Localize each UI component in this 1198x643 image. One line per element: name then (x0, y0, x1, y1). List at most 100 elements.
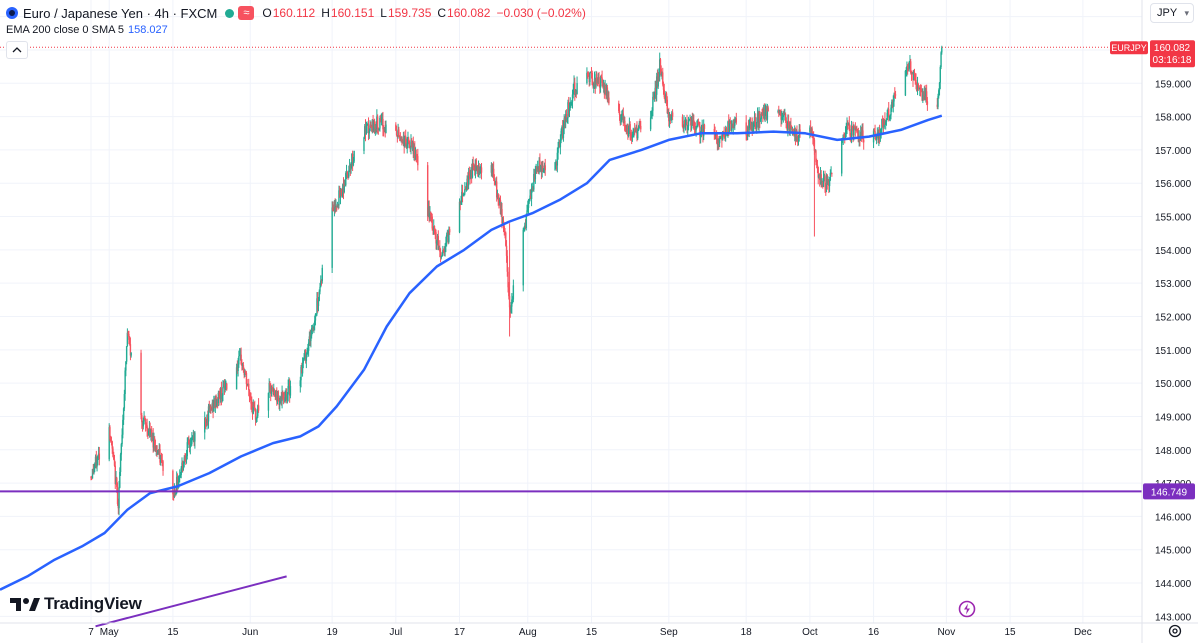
price-tick-label: 159.000 (1155, 79, 1192, 90)
candle-body (533, 173, 535, 190)
candle-body (284, 397, 286, 402)
low-label: L (380, 6, 387, 20)
candle-body (906, 65, 909, 68)
candle-body (495, 181, 498, 198)
collapse-legend-button[interactable] (6, 41, 28, 59)
currency-button[interactable]: JPY ▾ (1150, 3, 1194, 23)
candle-body (380, 119, 383, 123)
candle-body (925, 91, 927, 96)
candle-body (817, 166, 819, 178)
candle-body (586, 72, 588, 84)
candle-body (818, 175, 820, 178)
candle-body (811, 128, 813, 138)
candle-body (248, 383, 250, 390)
candle-body (846, 124, 848, 130)
candle-body (222, 386, 224, 396)
candle-body (719, 137, 722, 139)
candle-body (627, 125, 629, 137)
candle-body (556, 152, 559, 166)
indicator-legend[interactable]: EMA 200 close 0 SMA 5 158.027 (6, 24, 168, 36)
candle-body (144, 416, 146, 420)
candle-body (342, 184, 344, 198)
candle-body (663, 89, 665, 98)
price-tick-label: 144.000 (1155, 579, 1192, 590)
candle-body (318, 291, 320, 301)
candle-body (819, 175, 821, 180)
candle-body (754, 116, 756, 125)
candle-body (113, 459, 116, 466)
candle-body (143, 416, 145, 422)
candle-body (125, 361, 127, 371)
candle-body (157, 453, 159, 455)
candle-body (365, 125, 367, 135)
candle-body (668, 114, 671, 122)
candle-body (93, 468, 95, 473)
candle-body (91, 477, 93, 479)
candle-body (224, 386, 226, 389)
candle-body (128, 339, 131, 345)
lightning-icon[interactable] (958, 600, 976, 618)
high-label: H (321, 6, 330, 20)
candle-body (605, 87, 608, 96)
candle-body (283, 398, 286, 402)
candle-body (160, 458, 163, 461)
candle-body (624, 120, 626, 131)
candle-body (843, 134, 845, 137)
candle-body (225, 383, 227, 387)
time-tick-label: 17 (454, 627, 466, 638)
time-axis[interactable]: 7 May 15 Jun 19 Jul 17 Aug 15 Sep 18 Oct 16 Nov 15 Dec (88, 627, 1092, 638)
candle-body (779, 111, 781, 116)
candle-body (414, 146, 416, 160)
candle-body (428, 207, 430, 219)
candle-body (302, 360, 305, 364)
candle-body (206, 414, 208, 424)
candle-body (873, 130, 876, 132)
candle-body (824, 176, 826, 188)
candle-body (564, 114, 567, 122)
candle-body (888, 116, 891, 118)
candle-body (475, 159, 477, 170)
ema-200-line (0, 114, 943, 591)
candle-body (844, 132, 847, 138)
candle-body (651, 110, 653, 116)
candle-body (777, 110, 779, 112)
price-tick-label: 158.000 (1155, 113, 1192, 124)
candle-body (606, 87, 609, 101)
candle-body (920, 90, 923, 93)
candle-body (847, 123, 850, 125)
candle-body (700, 127, 703, 134)
candle-body (889, 115, 891, 117)
candle-body (564, 118, 566, 122)
candle-body (618, 103, 620, 112)
candle-body (588, 76, 590, 83)
candle-body (398, 136, 401, 138)
candle-body (619, 114, 621, 124)
candle-body (732, 120, 734, 128)
candle-body (510, 306, 512, 313)
candle-body (417, 156, 419, 166)
candle-body (382, 118, 384, 130)
candle-body (463, 193, 465, 195)
candle-body (151, 434, 154, 437)
candle-body (593, 86, 595, 88)
candle-body (633, 129, 635, 134)
candle-body (404, 135, 407, 144)
candle-body (270, 385, 272, 394)
candle-body (348, 170, 350, 177)
candle-body (640, 125, 642, 130)
candle-body (219, 387, 222, 400)
candle-body (156, 445, 158, 454)
gear-icon[interactable] (1167, 623, 1183, 639)
candle-body (671, 112, 673, 117)
candle-body (175, 476, 178, 494)
candle-body (395, 130, 398, 136)
candle-body (699, 126, 701, 137)
candle-body (207, 414, 209, 422)
candle-body (848, 123, 850, 129)
candle-body (182, 463, 185, 469)
symbol-title[interactable]: Euro / Japanese Yen · 4h · FXCM (23, 5, 218, 21)
wave-badge-icon[interactable]: ≈ (238, 6, 255, 20)
open-label: O (262, 6, 272, 20)
